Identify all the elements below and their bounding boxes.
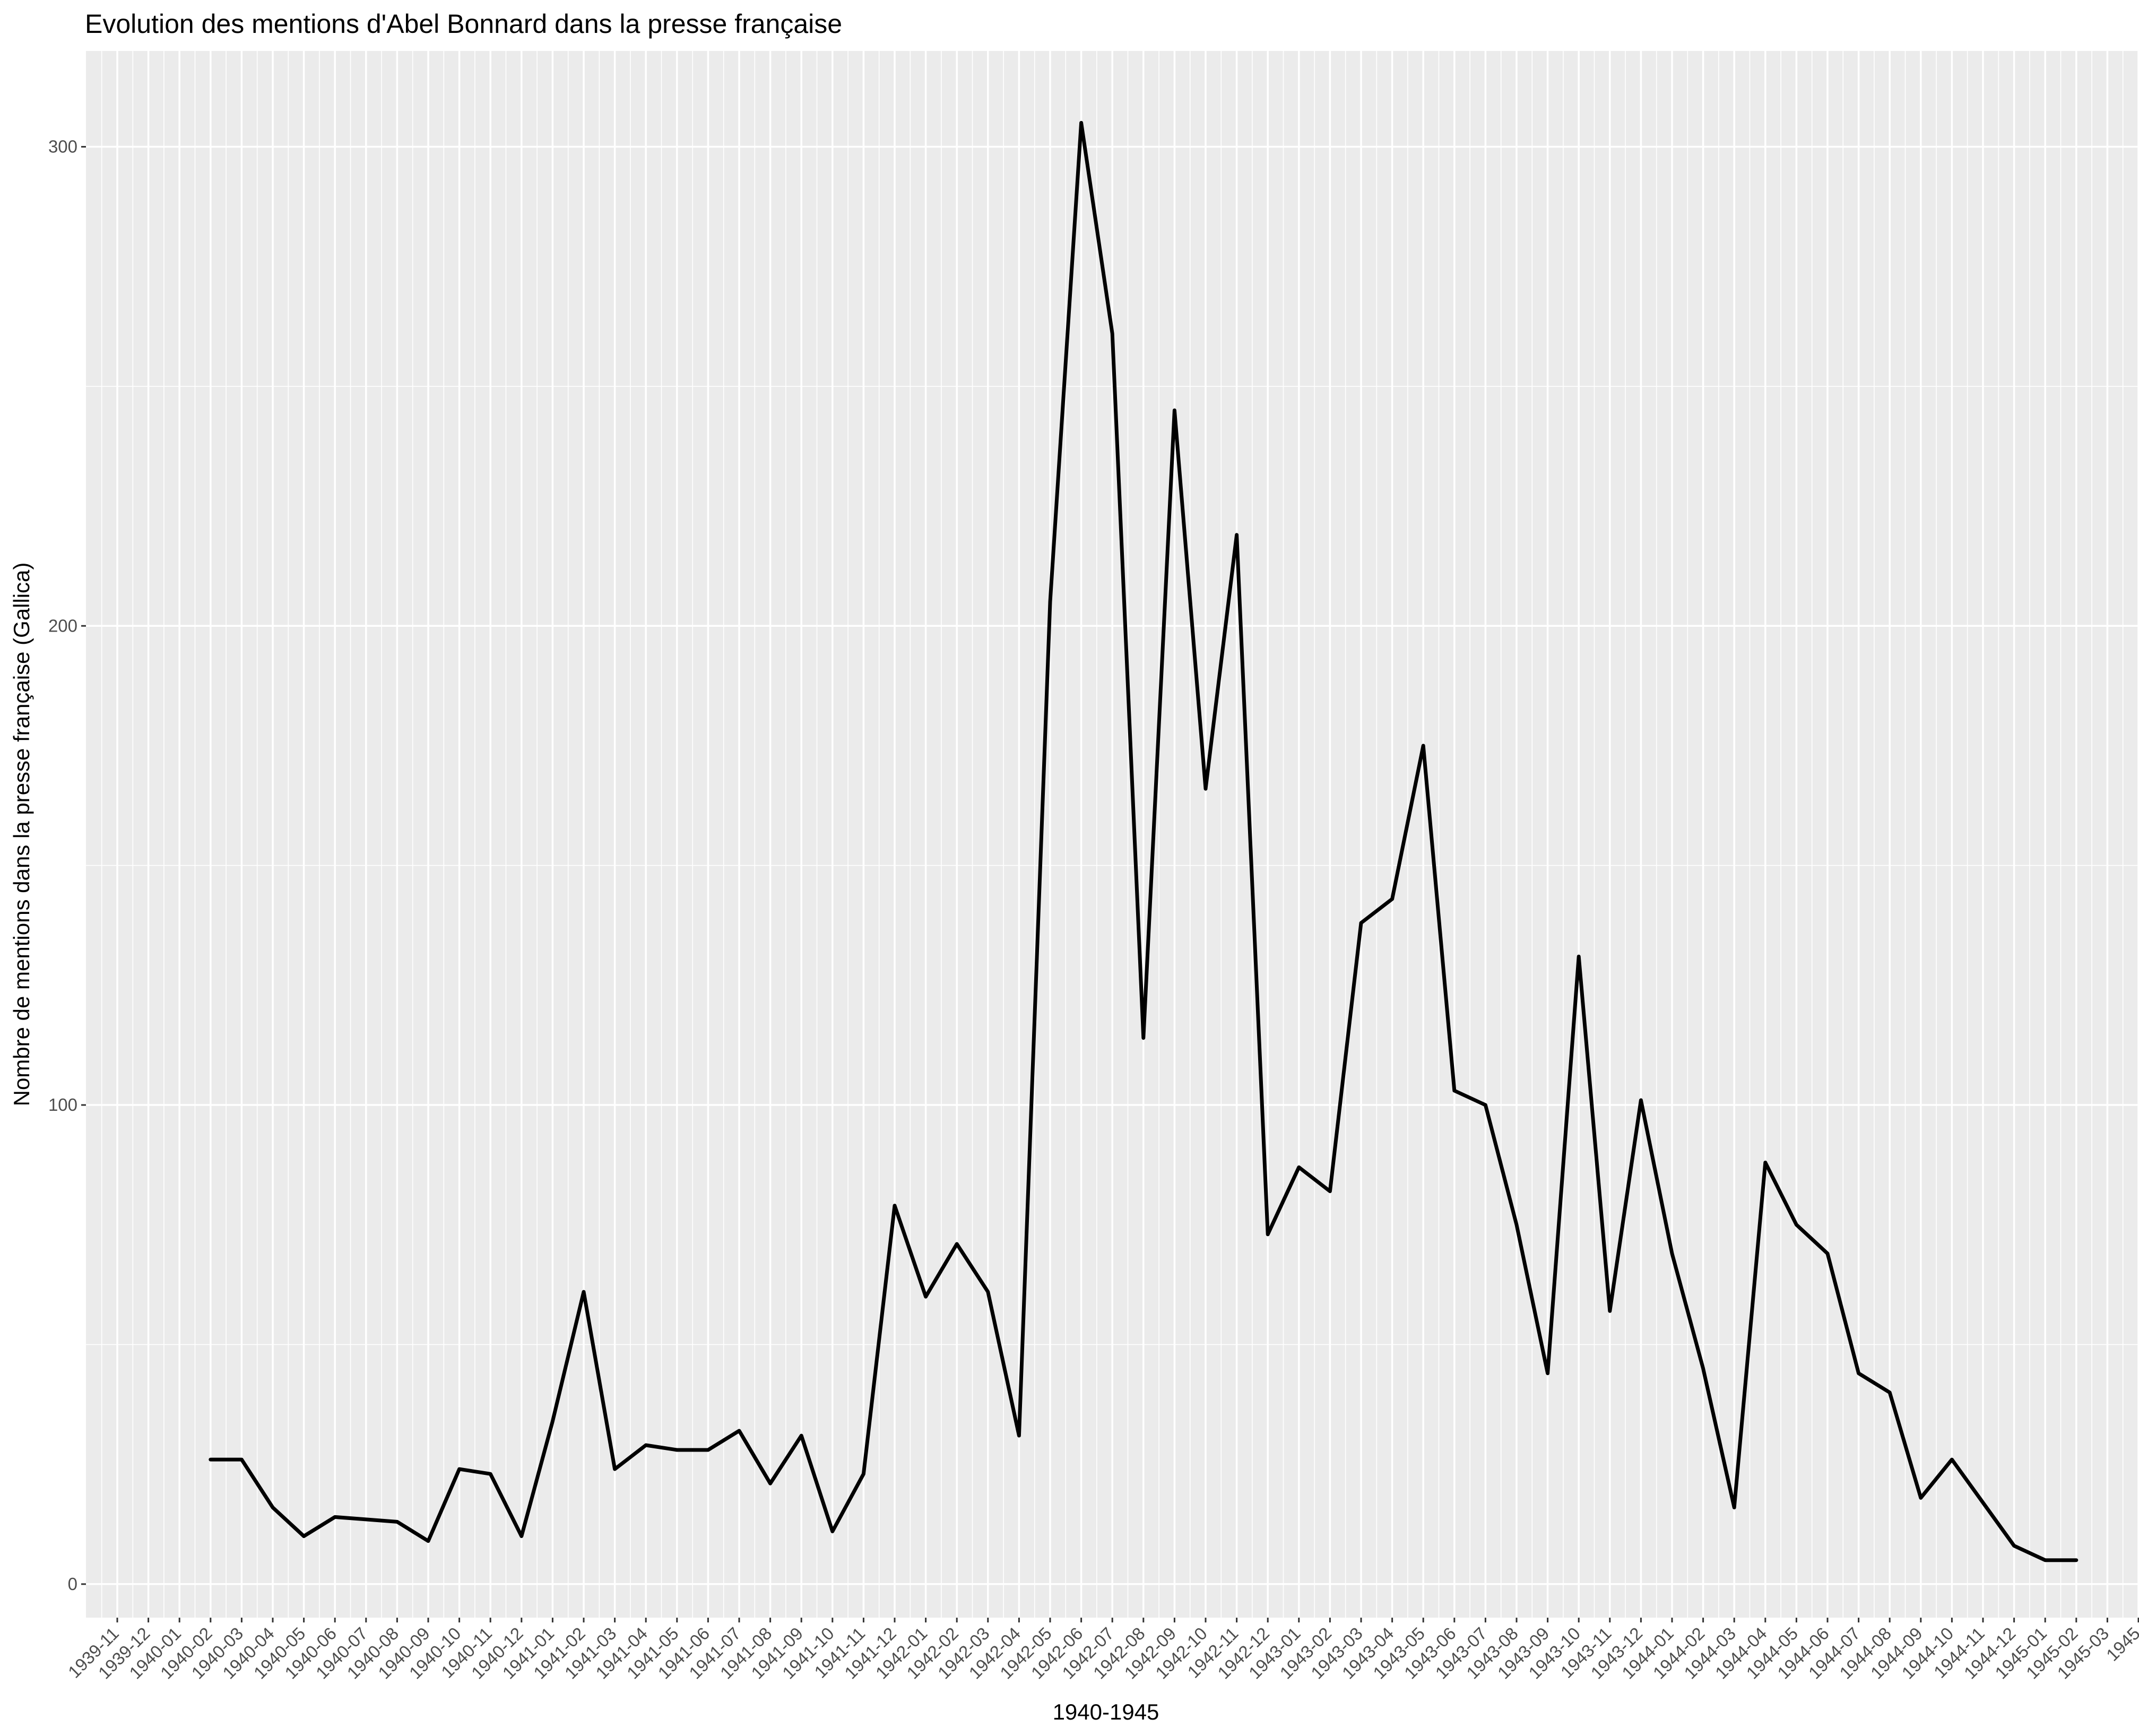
x-axis-title: 1940-1945 bbox=[1053, 1699, 1159, 1724]
x-axis-ticks: 1939-111939-121940-011940-021940-031940-… bbox=[64, 1618, 2139, 1683]
y-axis-title: Nombre de mentions dans la presse frança… bbox=[9, 563, 34, 1107]
chart-title: Evolution des mentions d'Abel Bonnard da… bbox=[85, 9, 842, 39]
y-tick-label: 0 bbox=[68, 1574, 77, 1594]
series-group bbox=[209, 120, 2079, 1562]
y-axis-ticks: 0 100 200 300 bbox=[48, 137, 86, 1594]
y-tick-label: 100 bbox=[48, 1095, 77, 1115]
series-line bbox=[209, 120, 2079, 1562]
y-tick-label: 300 bbox=[48, 137, 77, 157]
major-gridlines bbox=[86, 51, 2139, 1618]
y-tick-label: 200 bbox=[48, 616, 77, 635]
x-tick-label: 1945 bbox=[2102, 1623, 2139, 1665]
